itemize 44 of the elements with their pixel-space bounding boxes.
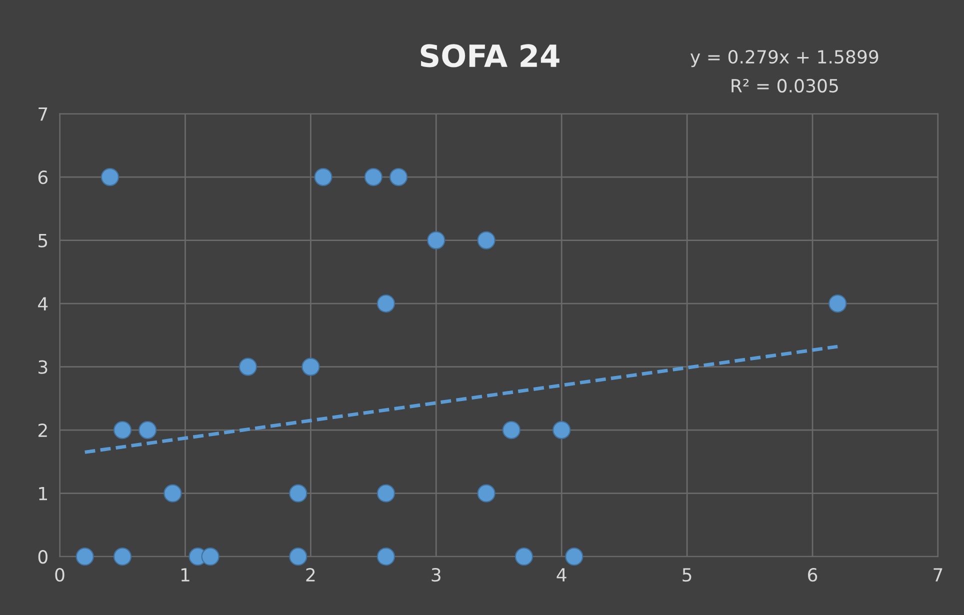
y-tick-label: 0 [38, 550, 48, 564]
point [314, 168, 332, 186]
text: R² = 0.0305 [732, 78, 838, 93]
chart-title: SOFA 24 [420, 44, 560, 68]
point [113, 421, 132, 440]
point [477, 484, 496, 502]
y-tick-label: 3 [38, 360, 48, 374]
x-tick-label: 1 [181, 568, 190, 582]
text: y = 0.279x + 1.5899 [690, 50, 878, 68]
point [100, 168, 120, 186]
x-tick-label: 0 [55, 568, 64, 582]
point [302, 358, 320, 376]
point [427, 231, 446, 250]
point [376, 294, 396, 313]
point [565, 548, 584, 566]
y-tick-label: 2 [38, 424, 47, 437]
point [376, 548, 396, 566]
x-tick-label: 2 [306, 568, 315, 582]
x-tick-label: 3 [432, 568, 440, 582]
y-tick-label: 6 [38, 170, 48, 184]
point [376, 484, 396, 502]
point [138, 421, 157, 440]
point [828, 294, 847, 313]
point [76, 548, 94, 566]
point [113, 548, 132, 566]
point [364, 168, 382, 186]
x-tick-label: 6 [808, 568, 818, 582]
x-tick-label: 4 [556, 568, 566, 582]
y-tick-label: 7 [38, 107, 48, 121]
y-tick-label: 5 [38, 234, 48, 248]
point [201, 548, 220, 566]
point [477, 231, 496, 250]
point [164, 484, 182, 502]
x-tick-label: 7 [934, 568, 942, 582]
point [289, 548, 308, 566]
y-tick-label: 4 [38, 297, 48, 310]
point [289, 484, 308, 502]
point [552, 421, 571, 440]
y-tick-label: 1 [39, 487, 47, 500]
point [514, 548, 534, 566]
point [389, 168, 408, 186]
point [238, 358, 258, 376]
point [502, 421, 520, 440]
x-tick-label: 5 [682, 568, 692, 582]
